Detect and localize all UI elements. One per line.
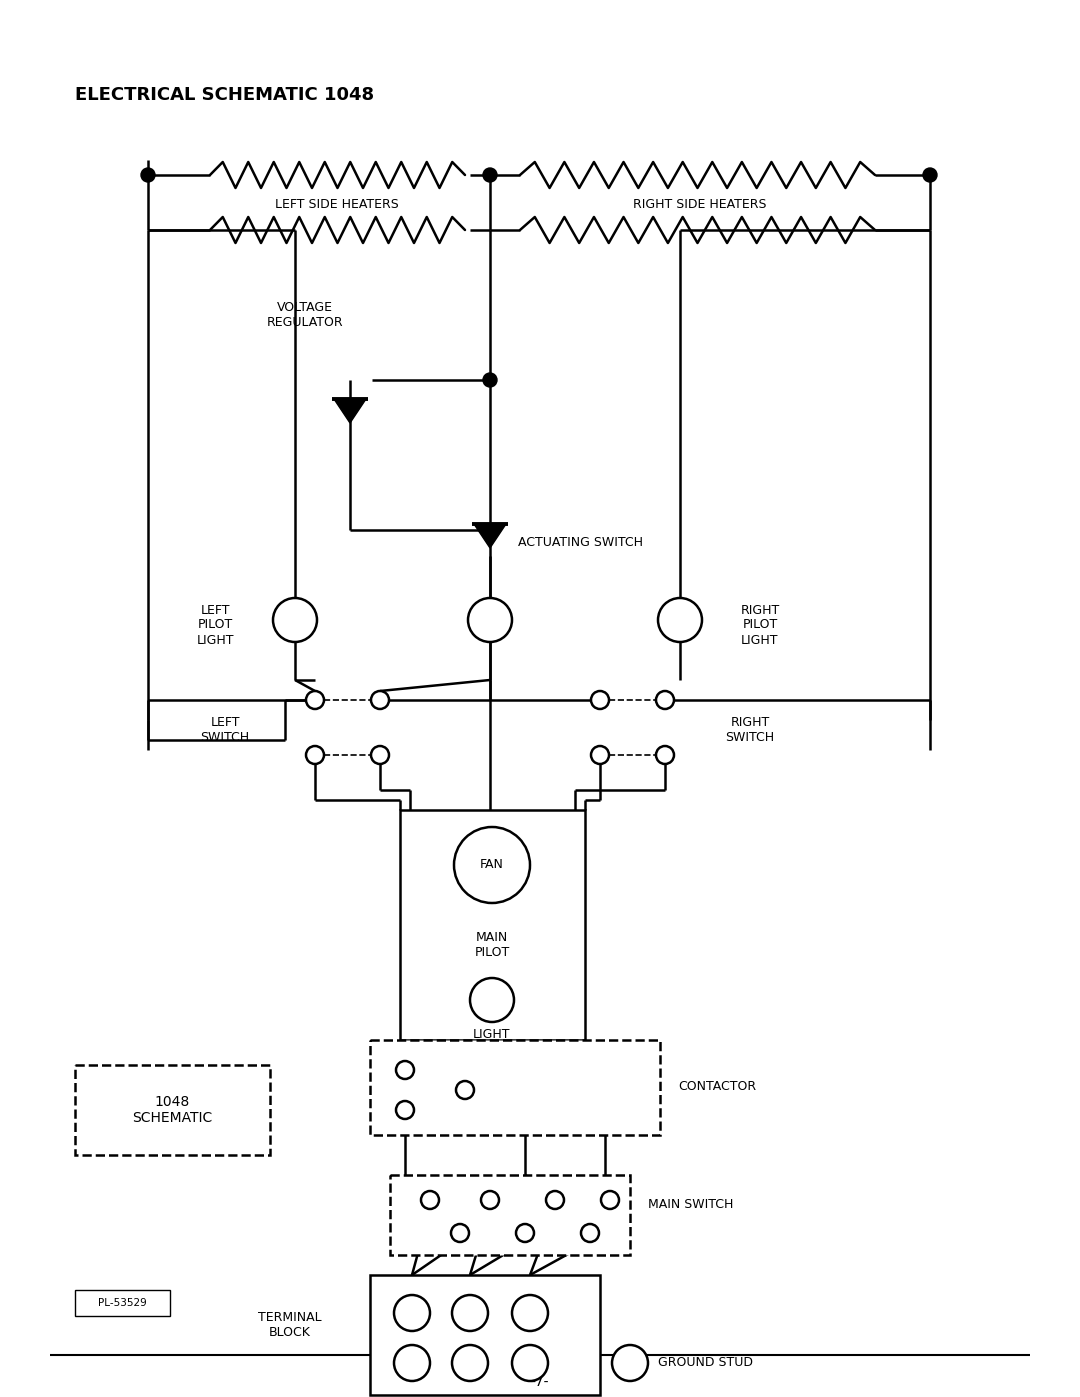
- Circle shape: [546, 1192, 564, 1208]
- Circle shape: [141, 168, 156, 182]
- Text: ELECTRICAL SCHEMATIC 1048: ELECTRICAL SCHEMATIC 1048: [75, 87, 374, 103]
- Text: MAIN
PILOT: MAIN PILOT: [474, 930, 510, 958]
- Bar: [370, 1039, 660, 1134]
- Circle shape: [273, 598, 318, 643]
- Circle shape: [372, 746, 389, 764]
- Circle shape: [600, 1192, 619, 1208]
- Circle shape: [421, 1192, 438, 1208]
- Text: RIGHT
SWITCH: RIGHT SWITCH: [726, 717, 774, 745]
- Text: LIGHT: LIGHT: [473, 1028, 511, 1042]
- Circle shape: [372, 692, 389, 710]
- Circle shape: [453, 1345, 488, 1382]
- Text: VOLTAGE
REGULATOR: VOLTAGE REGULATOR: [267, 300, 343, 330]
- Bar: [390, 1175, 630, 1255]
- Text: LEFT
SWITCH: LEFT SWITCH: [201, 717, 249, 745]
- Circle shape: [306, 692, 324, 710]
- Bar: [75, 1289, 170, 1316]
- Text: 1048
SCHEMATIC: 1048 SCHEMATIC: [132, 1095, 212, 1125]
- Text: RIGHT
PILOT
LIGHT: RIGHT PILOT LIGHT: [741, 604, 780, 647]
- Text: LEFT
PILOT
LIGHT: LEFT PILOT LIGHT: [197, 604, 233, 647]
- Circle shape: [516, 1224, 534, 1242]
- Text: FAN: FAN: [481, 859, 504, 872]
- Circle shape: [454, 827, 530, 902]
- Bar: [400, 810, 585, 1039]
- Text: MAIN SWITCH: MAIN SWITCH: [648, 1199, 733, 1211]
- Circle shape: [456, 1081, 474, 1099]
- Circle shape: [470, 978, 514, 1023]
- Circle shape: [483, 168, 497, 182]
- Text: -7-: -7-: [530, 1375, 550, 1389]
- Text: ACTUATING SWITCH: ACTUATING SWITCH: [518, 536, 643, 549]
- Text: TERMINAL
BLOCK: TERMINAL BLOCK: [258, 1310, 322, 1338]
- Circle shape: [396, 1060, 414, 1078]
- Circle shape: [453, 1295, 488, 1331]
- Circle shape: [451, 1224, 469, 1242]
- Circle shape: [512, 1345, 548, 1382]
- Circle shape: [394, 1345, 430, 1382]
- Text: RIGHT SIDE HEATERS: RIGHT SIDE HEATERS: [633, 198, 767, 211]
- Circle shape: [306, 746, 324, 764]
- Circle shape: [581, 1224, 599, 1242]
- Bar: [370, 1275, 600, 1396]
- Bar: [75, 1065, 270, 1155]
- Text: PL-53529: PL-53529: [97, 1298, 147, 1308]
- Text: GROUND STUD: GROUND STUD: [658, 1356, 753, 1369]
- Circle shape: [658, 598, 702, 643]
- Circle shape: [656, 692, 674, 710]
- Text: CONTACTOR: CONTACTOR: [678, 1080, 756, 1094]
- Polygon shape: [334, 400, 366, 423]
- Circle shape: [483, 373, 497, 387]
- Circle shape: [394, 1295, 430, 1331]
- Circle shape: [512, 1295, 548, 1331]
- Circle shape: [591, 692, 609, 710]
- Circle shape: [468, 598, 512, 643]
- Circle shape: [656, 746, 674, 764]
- Polygon shape: [474, 524, 507, 548]
- Circle shape: [612, 1345, 648, 1382]
- Circle shape: [481, 1192, 499, 1208]
- Circle shape: [591, 746, 609, 764]
- Circle shape: [396, 1101, 414, 1119]
- Circle shape: [923, 168, 937, 182]
- Text: LEFT SIDE HEATERS: LEFT SIDE HEATERS: [275, 198, 399, 211]
